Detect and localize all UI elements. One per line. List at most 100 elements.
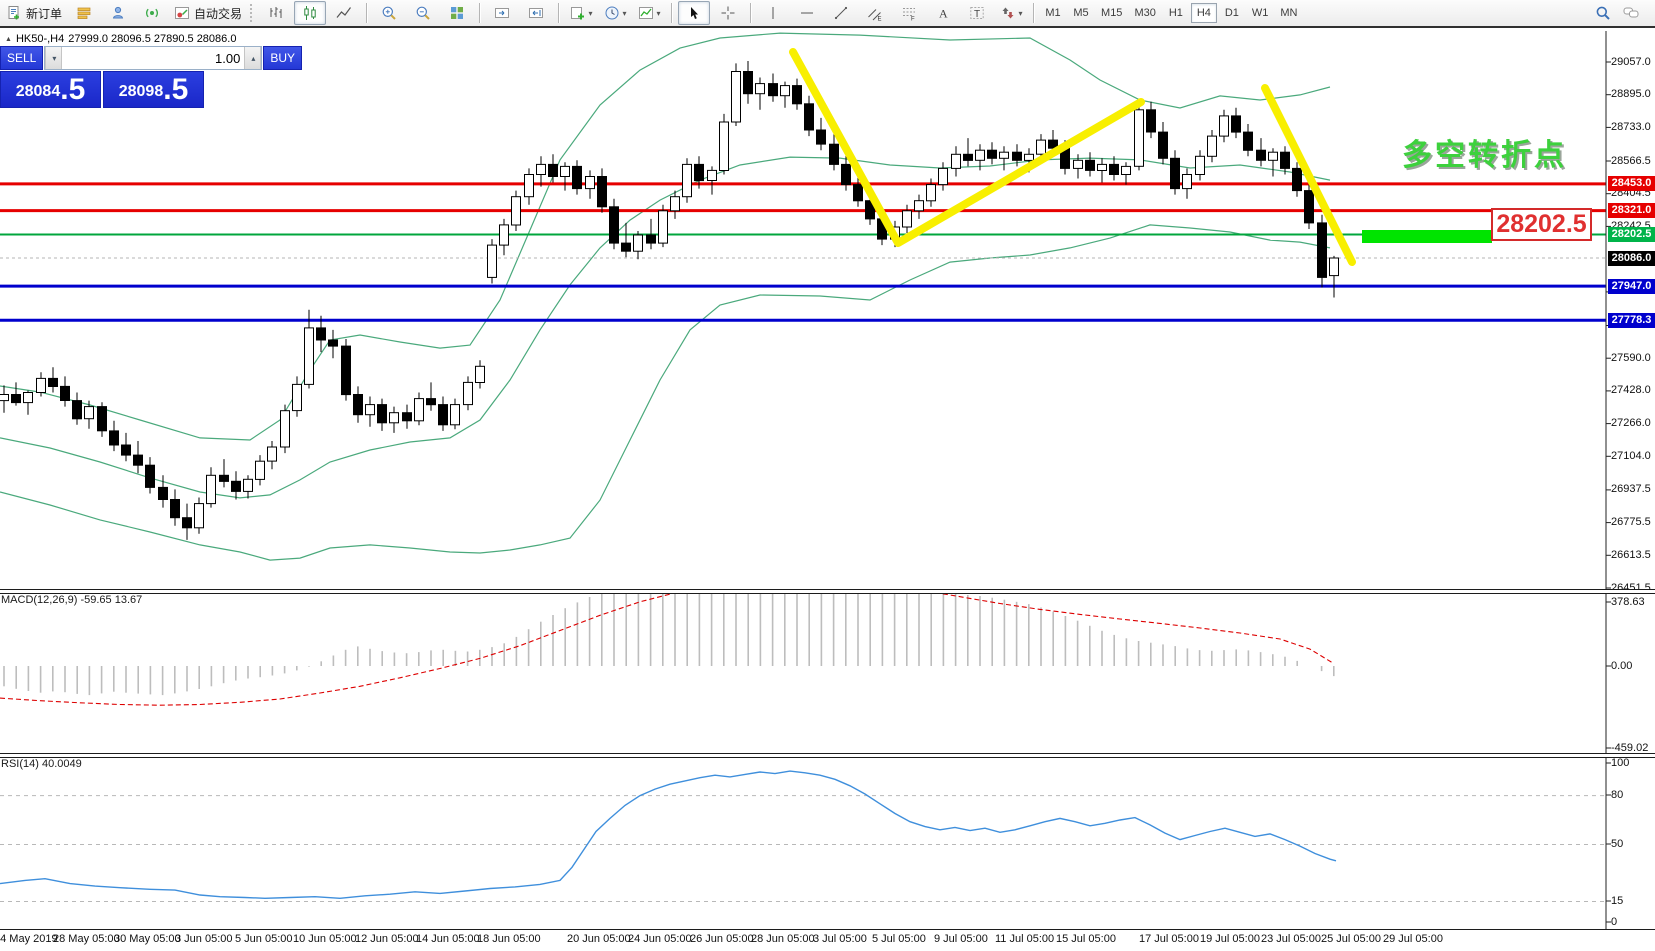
candle-body xyxy=(1012,151,1022,161)
timeframe-m5-button[interactable]: M5 xyxy=(1068,3,1094,23)
horizontal-line-tool-button[interactable] xyxy=(791,1,823,25)
candlestick-chart-icon xyxy=(304,6,316,20)
new-order-icon xyxy=(8,6,19,20)
timeframe-m30-button[interactable]: M30 xyxy=(1129,3,1160,23)
volume-decrease-button[interactable]: ▾ xyxy=(45,47,63,69)
indicators-button[interactable]: ▾ xyxy=(565,1,597,25)
candle-body xyxy=(938,167,948,186)
candle-body xyxy=(902,210,912,228)
auto-trading-button[interactable]: 自动交易 xyxy=(170,1,246,25)
candle-body xyxy=(707,169,717,181)
timeframe-d1-button[interactable]: D1 xyxy=(1219,3,1245,23)
candle-body xyxy=(109,430,119,446)
chart-marker-icon: ▲ xyxy=(5,35,12,43)
one-click-trading-widget: SELL ▾ ▴ BUY 28084.5 28098.5 xyxy=(0,46,303,108)
candle-body xyxy=(499,224,509,246)
toolbar-separator xyxy=(1033,3,1035,23)
bar-chart-button[interactable] xyxy=(260,1,292,25)
auto-scroll-button[interactable] xyxy=(486,1,518,25)
caret-down-icon: ▾ xyxy=(588,8,593,18)
fibonacci-tool-button[interactable]: F xyxy=(893,1,925,25)
sell-button[interactable]: SELL xyxy=(0,46,44,70)
main-pane xyxy=(0,32,1606,561)
buy-price-panel[interactable]: 28098.5 xyxy=(103,71,204,108)
tile-windows-button[interactable] xyxy=(441,1,473,25)
candle-body xyxy=(658,210,668,244)
candle-body xyxy=(1085,159,1095,171)
candle-body xyxy=(1304,190,1314,224)
candlestick-chart-button[interactable] xyxy=(294,1,327,25)
vertical-line-tool-button[interactable] xyxy=(757,1,789,25)
candle-body xyxy=(267,446,277,462)
volume-increase-button[interactable]: ▴ xyxy=(244,47,262,69)
candle-body xyxy=(804,103,814,131)
timeframe-mn-button[interactable]: MN xyxy=(1275,3,1302,23)
trendline-tool-button[interactable] xyxy=(825,1,857,25)
line-chart-button[interactable] xyxy=(328,1,360,25)
timeframe-m1-button[interactable]: M1 xyxy=(1040,3,1066,23)
yellow-trendline-2[interactable] xyxy=(1261,84,1356,266)
timeframe-w1-button[interactable]: W1 xyxy=(1247,3,1274,23)
volume-input[interactable] xyxy=(62,47,245,69)
candle-body xyxy=(316,327,326,341)
toolbar-drag-handle[interactable] xyxy=(250,4,256,22)
candle-body xyxy=(60,385,70,401)
text-icon: A xyxy=(939,7,948,21)
text-tool-button[interactable]: A xyxy=(927,1,959,25)
candle-body xyxy=(206,474,216,505)
crosshair-tool-button[interactable] xyxy=(712,1,744,25)
timeframe-m15-button[interactable]: M15 xyxy=(1096,3,1127,23)
zoom-in-button[interactable] xyxy=(373,1,405,25)
rsi-line xyxy=(0,770,1337,900)
sell-price-panel[interactable]: 28084.5 xyxy=(0,71,101,108)
time-axis-border xyxy=(0,929,1655,930)
pane-separator[interactable] xyxy=(0,589,1655,594)
signals-button[interactable] xyxy=(136,1,168,25)
caret-down-icon: ▾ xyxy=(1018,8,1023,18)
caret-down-icon: ▾ xyxy=(656,8,661,18)
candle-body xyxy=(231,480,241,492)
candle-body xyxy=(414,398,424,422)
template-icon xyxy=(638,7,653,19)
chart-shift-button[interactable] xyxy=(520,1,552,25)
line-chart-icon xyxy=(336,7,352,18)
text-label-tool-button[interactable]: T xyxy=(961,1,993,25)
timeframe-h1-button[interactable]: H1 xyxy=(1163,3,1189,23)
candle-body xyxy=(841,163,851,186)
candle-body xyxy=(670,196,680,212)
candle-body xyxy=(560,165,570,177)
channel-tool-button[interactable]: E xyxy=(859,1,891,25)
zoom-out-icon xyxy=(416,6,430,20)
timeframe-h4-button[interactable]: H4 xyxy=(1190,3,1217,23)
candle-body xyxy=(328,339,338,347)
new-order-button[interactable]: 新订单 xyxy=(2,1,66,25)
add-indicator-icon xyxy=(570,7,584,20)
candlestick-series xyxy=(0,61,1339,540)
templates-button[interactable]: ▾ xyxy=(633,1,665,25)
arrows-tool-button[interactable]: ▾ xyxy=(995,1,1027,25)
clock-icon xyxy=(605,6,619,20)
search-icon[interactable] xyxy=(1595,5,1611,21)
candle-body xyxy=(304,327,314,385)
candle-body xyxy=(987,149,997,159)
chat-icon[interactable] xyxy=(1621,5,1641,21)
pane-separator[interactable] xyxy=(0,753,1655,758)
caret-down-icon: ▾ xyxy=(622,8,627,18)
zoom-out-button[interactable] xyxy=(407,1,439,25)
profile-button[interactable] xyxy=(102,1,134,25)
candle-body xyxy=(755,83,765,95)
candle-body xyxy=(377,404,387,424)
yellow-trendline-1[interactable] xyxy=(789,48,1145,247)
candle-body xyxy=(1146,109,1156,133)
periods-button[interactable]: ▾ xyxy=(599,1,631,25)
market-watch-button[interactable] xyxy=(68,1,100,25)
green-highlight-bar[interactable] xyxy=(1362,230,1492,243)
candle-body xyxy=(621,242,631,252)
candle-body xyxy=(792,85,802,105)
candle-body xyxy=(1121,165,1131,175)
cursor-tool-button[interactable] xyxy=(678,1,711,25)
buy-button[interactable]: BUY xyxy=(263,46,303,70)
cursor-icon xyxy=(691,7,699,19)
candle-body xyxy=(450,404,460,426)
